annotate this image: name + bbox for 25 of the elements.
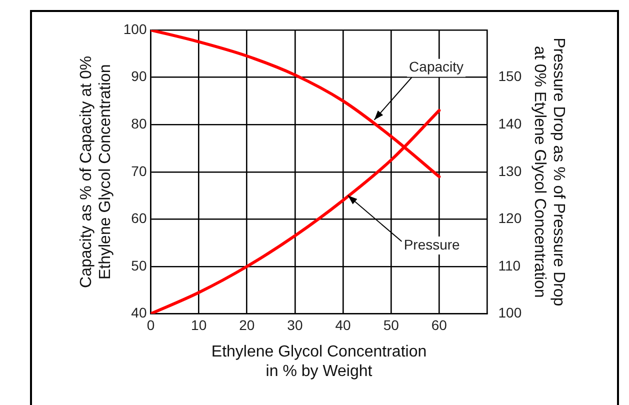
x-tick-label: 40 [335, 317, 352, 334]
y2-tick-label: 100 [498, 304, 522, 321]
annotation: Pressure [404, 236, 460, 252]
y-tick-label: 70 [131, 162, 147, 179]
y-tick-label: 40 [131, 304, 147, 321]
annotation: Capacity [409, 58, 464, 75]
x-tick-label: 60 [431, 317, 448, 334]
y-tick-label: 50 [131, 257, 147, 274]
y-tick-label: 60 [131, 210, 147, 226]
y2-tick-label: 130 [498, 162, 522, 179]
y-tick-label: 90 [131, 68, 147, 84]
y-tick-label: 100 [123, 20, 147, 37]
x-tick-label: 50 [383, 317, 400, 334]
y-tick-label: 80 [131, 115, 147, 132]
x-axis-title: Ethylene Glycol Concentration in % by Weight [211, 344, 427, 380]
x-tick-label: 30 [287, 317, 303, 334]
y-axis-title: Capacity as % of Capacity at 0% Ethylene Glycol Concentration [78, 56, 114, 288]
y2-tick-label: 140 [498, 115, 522, 132]
x-tick-label: 10 [191, 317, 207, 334]
x-tick-label: 20 [239, 317, 255, 334]
y2-tick-label: 150 [498, 68, 522, 84]
x-tick-label: 0 [146, 317, 155, 334]
y2-tick-label: 120 [498, 210, 522, 226]
y2-tick-label: 110 [498, 257, 521, 274]
y2-axis-title: Pressure Drop as % of Pressure Drop at 0% Etylene Glycol Concentration [530, 38, 567, 306]
